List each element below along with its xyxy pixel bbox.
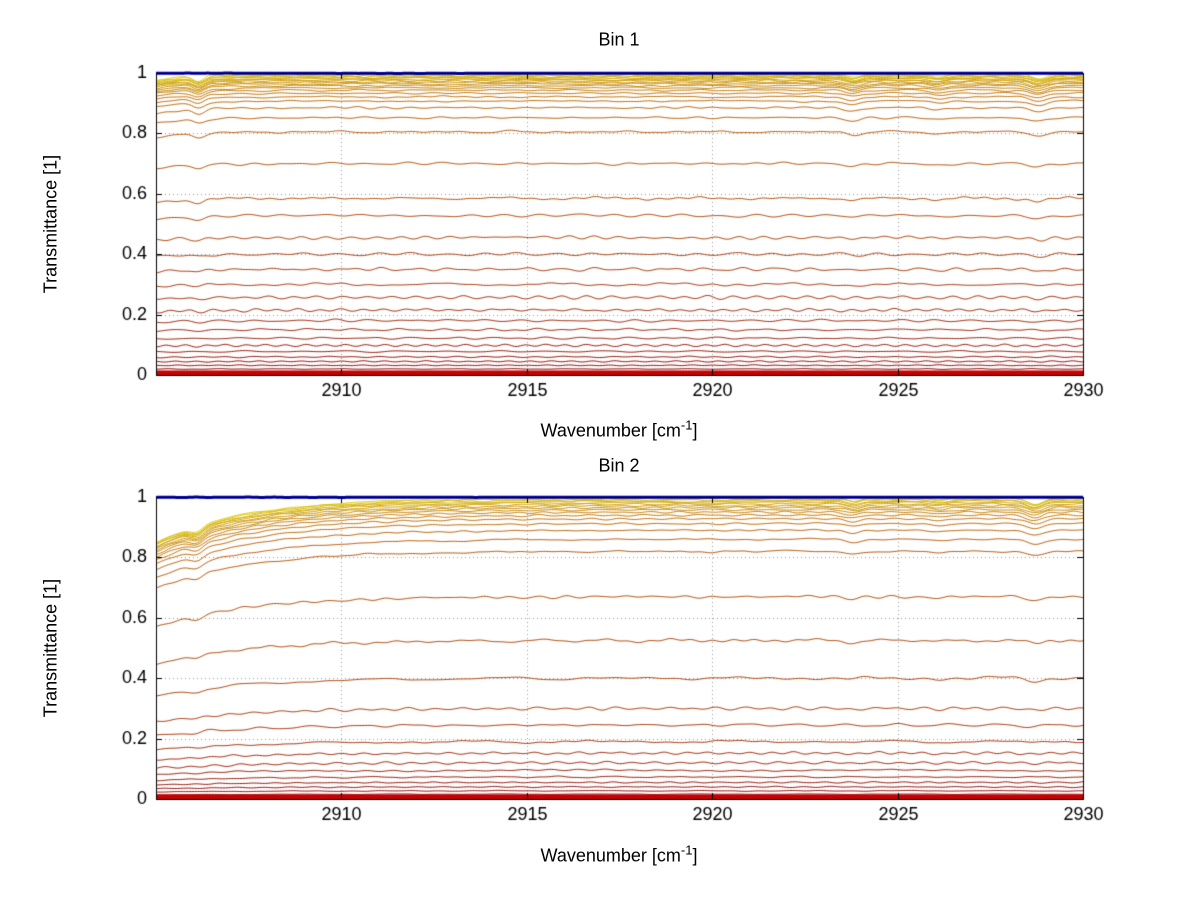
x-axis-label-close: ] xyxy=(692,845,698,866)
y-axis-label-bin1: Transmittance [1] xyxy=(40,154,61,294)
plot-title-bin1: Bin 1 xyxy=(598,29,640,50)
x-axis-label-bin1: Wavenumber [cm-1] xyxy=(540,417,698,442)
x-axis-label-bin2: Wavenumber [cm-1] xyxy=(540,842,698,867)
x-axis-label-text: Wavenumber [cm xyxy=(540,420,681,441)
x-axis-label-superscript: -1 xyxy=(680,842,693,858)
x-axis-label-close: ] xyxy=(692,420,698,441)
plot-title-bin2: Bin 2 xyxy=(598,455,640,476)
x-axis-label-text: Wavenumber [cm xyxy=(540,845,681,866)
y-axis-label-bin2: Transmittance [1] xyxy=(40,578,61,718)
x-axis-label-superscript: -1 xyxy=(680,417,693,433)
